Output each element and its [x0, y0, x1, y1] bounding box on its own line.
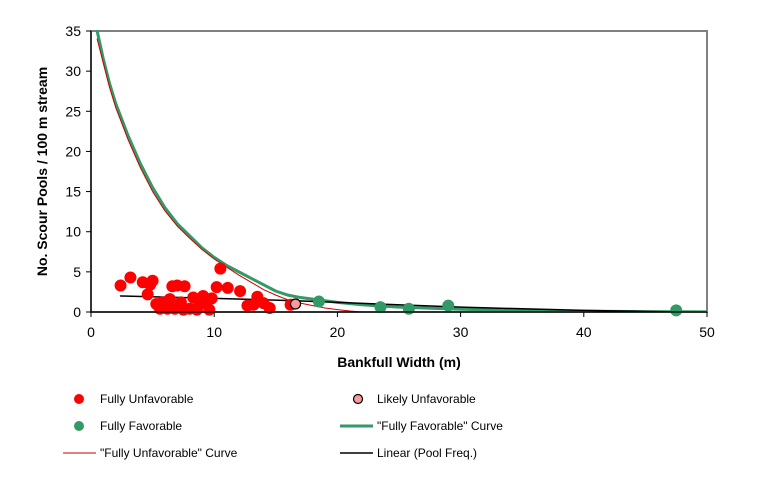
fully-unfavorable-point [141, 288, 154, 301]
legend-marker [74, 421, 84, 431]
legend-label: Fully Unfavorable [100, 392, 194, 406]
legend-item: "Fully Unfavorable" Curve [63, 446, 238, 460]
legend-marker [74, 394, 84, 404]
fully-unfavorable-point [263, 301, 276, 314]
y-tick-label: 15 [65, 184, 81, 200]
legend-item: "Fully Favorable" Curve [340, 419, 503, 433]
x-tick-label: 20 [330, 324, 346, 340]
legend-label: Likely Unfavorable [377, 392, 476, 406]
plot-area [90, 30, 708, 313]
fully-unfavorable-point [234, 285, 247, 298]
fully-favorable-point [442, 299, 455, 312]
fully-favorable-point [670, 304, 683, 317]
x-tick-label: 50 [699, 324, 715, 340]
y-tick-label: 10 [65, 224, 81, 240]
favorable-curve [95, 30, 707, 312]
fully-unfavorable-point [210, 281, 223, 294]
plot-frame [90, 30, 708, 313]
fully-unfavorable-point [163, 293, 176, 306]
fully-unfavorable-point [124, 271, 137, 284]
y-tick-label: 0 [73, 304, 81, 320]
x-tick-label: 40 [576, 324, 592, 340]
fully-unfavorable-point [178, 280, 191, 293]
y-tick-label: 30 [65, 63, 81, 79]
fully-unfavorable-point [214, 262, 227, 275]
fully-favorable-point [312, 295, 325, 308]
legend-item: Fully Favorable [74, 419, 182, 433]
legend-label: "Fully Unfavorable" Curve [100, 446, 238, 460]
y-axis-title: No. Scour Pools / 100 m stream [34, 67, 50, 276]
y-tick-label: 5 [73, 264, 81, 280]
y-tick-label: 25 [65, 103, 81, 119]
fully-favorable-point [374, 301, 387, 314]
legend-label: Linear (Pool Freq.) [377, 446, 477, 460]
x-tick-label: 10 [206, 324, 222, 340]
x-tick-label: 0 [87, 324, 95, 340]
legend-item: Likely Unfavorable [352, 392, 476, 406]
fully-unfavorable-point [203, 303, 216, 316]
fully-unfavorable-point [114, 279, 127, 292]
legend-label: "Fully Favorable" Curve [377, 419, 503, 433]
y-tick-label: 20 [65, 143, 81, 159]
legend-item: Linear (Pool Freq.) [340, 446, 477, 460]
legend: Fully Unfavorable Likely Unfavorable Fully… [63, 392, 503, 460]
y-tick-label: 35 [65, 23, 81, 39]
fully-unfavorable-point [221, 281, 234, 294]
x-axis-title: Bankfull Width (m) [337, 354, 461, 370]
fully-unfavorable-point [205, 292, 218, 305]
legend-marker [352, 393, 364, 405]
likely-unfavorable-point [289, 298, 302, 310]
legend-item: Fully Unfavorable [74, 392, 194, 406]
legend-label: Fully Favorable [100, 419, 182, 433]
fully-favorable-point [402, 302, 415, 315]
axis-layer: 0 5 10 15 20 25 30 35 0 10 20 30 40 50 [65, 23, 715, 340]
fully-unfavorable-point [146, 274, 159, 287]
x-tick-label: 30 [453, 324, 469, 340]
